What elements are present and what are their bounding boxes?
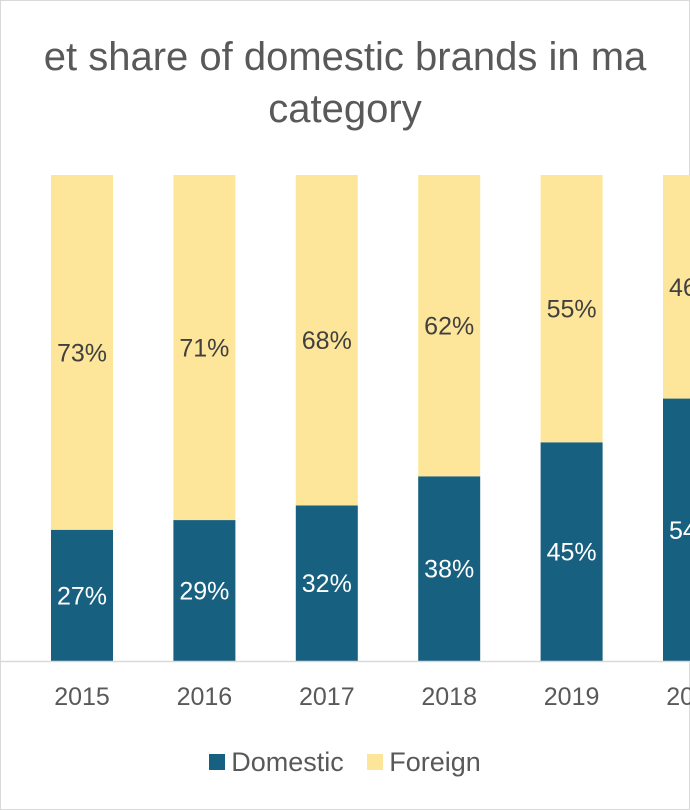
legend-label-foreign: Foreign	[389, 746, 481, 777]
x-tick-label-2015: 2015	[54, 683, 110, 711]
x-tick-label-2018: 2018	[421, 683, 477, 711]
legend-swatch-foreign	[367, 754, 384, 770]
x-tick-label-2017: 2017	[299, 683, 355, 711]
x-tick-label-2016: 2016	[177, 683, 233, 711]
data-label-domestic-2020: 54%	[669, 517, 690, 545]
bar-foreign-2019	[540, 175, 603, 443]
data-label-domestic-2019: 45%	[547, 539, 597, 567]
data-label-foreign-2017: 68%	[302, 327, 352, 355]
legend-item-domestic: Domestic	[209, 747, 344, 778]
bar-domestic-2020	[663, 398, 690, 661]
bar-domestic-2015	[51, 529, 113, 661]
data-label-foreign-2015: 73%	[57, 339, 107, 367]
x-tick-label-2019: 2019	[544, 683, 600, 711]
chart-title-line-2: category	[268, 87, 422, 131]
data-label-foreign-2016: 71%	[179, 335, 229, 363]
bar-domestic-2017	[295, 505, 358, 661]
legend: Domestic Foreign	[0, 746, 690, 778]
legend-item-foreign: Foreign	[367, 747, 481, 778]
data-label-domestic-2017: 32%	[302, 570, 352, 598]
data-label-domestic-2018: 38%	[424, 556, 474, 584]
chart-title-line-1: et share of domestic brands in ma	[43, 35, 647, 79]
legend-swatch-domestic	[209, 754, 226, 770]
bar-domestic-2019	[540, 442, 603, 661]
bar-foreign-2018	[418, 175, 481, 477]
chart-plot: 27% 73% 2015 29% 71% 2016 32% 68% 2017 38% 62% 2018…	[0, 175, 690, 711]
x-tick-label-2020: 2020	[666, 683, 690, 711]
bar-domestic-2018	[418, 476, 481, 661]
bar-foreign-2015	[51, 175, 113, 530]
bar-domestic-2016	[173, 520, 236, 661]
bar-foreign-2020	[663, 175, 690, 399]
data-label-foreign-2020: 46%	[669, 274, 690, 302]
data-label-domestic-2015: 27%	[57, 582, 107, 610]
data-label-foreign-2018: 62%	[424, 313, 474, 341]
bar-foreign-2017	[295, 175, 358, 506]
legend-label-domestic: Domestic	[231, 746, 344, 777]
data-label-foreign-2019: 55%	[547, 296, 597, 324]
bar-foreign-2016	[173, 175, 236, 521]
data-label-domestic-2016: 29%	[179, 578, 229, 606]
